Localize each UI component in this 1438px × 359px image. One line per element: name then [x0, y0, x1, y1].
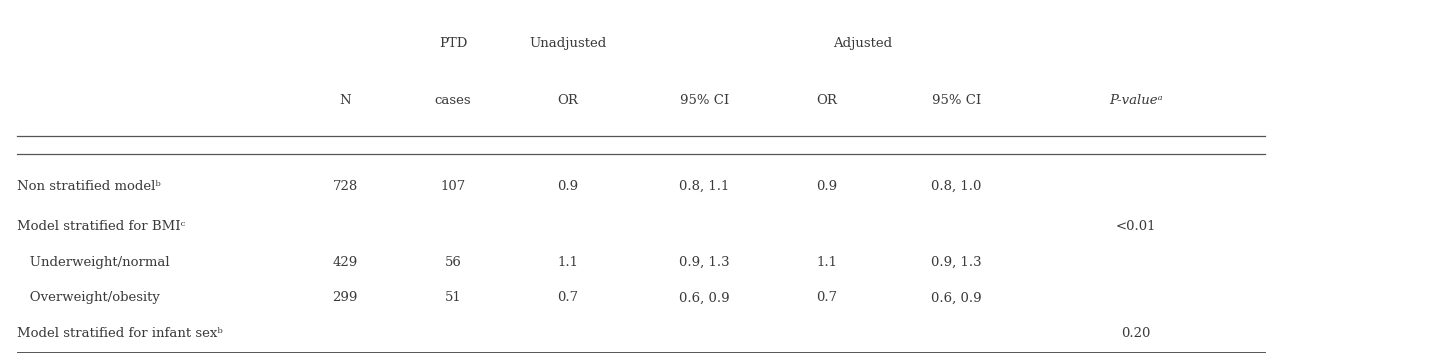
Text: N: N: [339, 94, 351, 107]
Text: Non stratified modelᵇ: Non stratified modelᵇ: [17, 180, 161, 193]
Text: 0.7: 0.7: [817, 292, 837, 304]
Text: PTD: PTD: [439, 37, 467, 50]
Text: 1.1: 1.1: [558, 256, 578, 269]
Text: 0.9: 0.9: [817, 180, 837, 193]
Text: 0.20: 0.20: [1122, 327, 1150, 340]
Text: 299: 299: [332, 292, 358, 304]
Text: 0.8, 1.0: 0.8, 1.0: [930, 180, 982, 193]
Text: 95% CI: 95% CI: [932, 94, 981, 107]
Text: Unadjusted: Unadjusted: [529, 37, 607, 50]
Text: 95% CI: 95% CI: [680, 94, 729, 107]
Text: 107: 107: [440, 180, 466, 193]
Text: Underweight/normal: Underweight/normal: [17, 256, 170, 269]
Text: 1.1: 1.1: [817, 256, 837, 269]
Text: OR: OR: [558, 94, 578, 107]
Text: 0.8, 1.1: 0.8, 1.1: [679, 180, 731, 193]
Text: 0.7: 0.7: [558, 292, 578, 304]
Text: Model stratified for infant sexᵇ: Model stratified for infant sexᵇ: [17, 327, 223, 340]
Text: 0.9, 1.3: 0.9, 1.3: [930, 256, 982, 269]
Text: <0.01: <0.01: [1116, 220, 1156, 233]
Text: 0.9: 0.9: [558, 180, 578, 193]
Text: P-valueᵃ: P-valueᵃ: [1109, 94, 1163, 107]
Text: 0.9, 1.3: 0.9, 1.3: [679, 256, 731, 269]
Text: OR: OR: [817, 94, 837, 107]
Text: 728: 728: [332, 180, 358, 193]
Text: 51: 51: [444, 292, 462, 304]
Text: Adjusted: Adjusted: [833, 37, 893, 50]
Text: 56: 56: [444, 256, 462, 269]
Text: Model stratified for BMIᶜ: Model stratified for BMIᶜ: [17, 220, 186, 233]
Text: 0.6, 0.9: 0.6, 0.9: [930, 292, 982, 304]
Text: Overweight/obesity: Overweight/obesity: [17, 292, 160, 304]
Text: 0.6, 0.9: 0.6, 0.9: [679, 292, 731, 304]
Text: 429: 429: [332, 256, 358, 269]
Text: cases: cases: [434, 94, 472, 107]
